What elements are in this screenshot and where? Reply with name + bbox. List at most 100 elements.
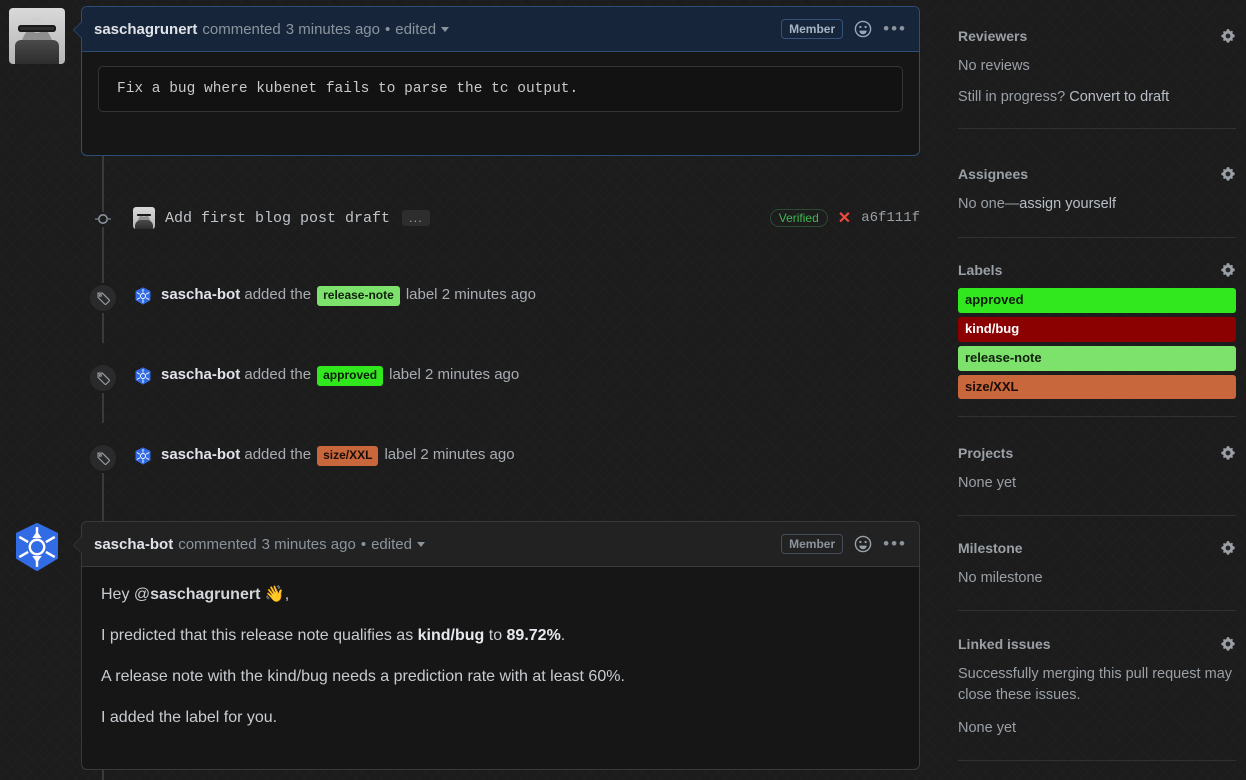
meta-separator: • — [384, 20, 391, 38]
chevron-down-icon[interactable] — [416, 541, 425, 547]
timeline-actor[interactable]: sascha-bot — [161, 286, 241, 304]
divider — [958, 760, 1236, 762]
timeline-verb: added the — [244, 446, 312, 464]
projects-title: Projects — [958, 445, 1014, 461]
release-note-code-block: Fix a bug where kubenet fails to parse t… — [98, 66, 903, 112]
smiley-reaction-icon[interactable] — [854, 20, 872, 38]
greeting-suffix: , — [284, 586, 290, 603]
timeline-time[interactable]: 2 minutes ago — [420, 446, 515, 464]
timeline-event-text: sascha-bot added the approved label 2 minu… — [161, 366, 519, 386]
timeline-actor[interactable]: sascha-bot — [161, 366, 241, 384]
gear-icon[interactable] — [1220, 445, 1236, 461]
label-chip[interactable]: kind/bug — [958, 316, 1236, 342]
avatar[interactable] — [9, 8, 65, 64]
assign-yourself-link[interactable]: assign yourself — [1019, 196, 1116, 212]
tag-icon — [88, 443, 118, 473]
comment-header: saschagrunert commented 3 minutes ago • … — [82, 7, 919, 52]
commit-row: Add first blog post draft ... Verified ✕… — [133, 207, 920, 229]
assignees-empty-state: No one—assign yourself — [958, 194, 1236, 215]
timeline-label-badge[interactable]: approved — [317, 366, 384, 386]
comment-author[interactable]: sascha-bot — [94, 535, 174, 553]
timeline-verb: added the — [244, 366, 312, 384]
timeline-time[interactable]: 2 minutes ago — [441, 286, 536, 304]
commit-message[interactable]: Add first blog post draft — [165, 209, 391, 227]
timeline-label-badge[interactable]: size/XXL — [317, 446, 379, 466]
kebab-menu-icon[interactable]: ••• — [883, 19, 907, 38]
timeline-actor[interactable]: sascha-bot — [161, 446, 241, 464]
label-chip[interactable]: release-note — [958, 345, 1236, 371]
sidebar-section-linked-issues: Linked issues Successfully merging this … — [958, 636, 1236, 762]
assignees-title: Assignees — [958, 166, 1029, 182]
timeline-rail — [102, 227, 104, 283]
comment-author[interactable]: saschagrunert — [94, 20, 198, 38]
comment-action: commented — [202, 20, 281, 38]
gear-icon[interactable] — [1220, 540, 1236, 556]
commit-expand-button[interactable]: ... — [402, 210, 430, 226]
sidebar-section-labels: Labels approved kind/bug release-note si… — [958, 262, 1236, 418]
timeline-label-badge[interactable]: release-note — [317, 286, 400, 306]
kubernetes-logo-avatar — [133, 446, 153, 466]
timeline-time[interactable]: 2 minutes ago — [425, 366, 520, 384]
prediction-label: kind/bug — [417, 627, 485, 644]
convert-to-draft-link[interactable]: Convert to draft — [1069, 89, 1170, 106]
gear-icon[interactable] — [1220, 166, 1236, 182]
convert-to-draft-row: Still in progress? Convert to draft — [958, 87, 1236, 108]
label-chip[interactable]: approved — [958, 288, 1236, 313]
prediction-suffix: . — [560, 627, 566, 644]
prediction-mid: to — [484, 627, 507, 644]
comment-edited-label[interactable]: edited — [395, 20, 437, 38]
reviewers-title: Reviewers — [958, 28, 1028, 44]
linked-issues-empty-state: None yet — [958, 720, 1017, 737]
timeline-main-column: saschagrunert commented 3 minutes ago • … — [9, 6, 920, 780]
comment-paragraph: Hey @saschagrunert 👋, — [101, 585, 900, 605]
commit-sha[interactable]: a6f111f — [861, 210, 920, 226]
wave-emoji: 👋 — [264, 586, 285, 603]
timeline-rail — [102, 770, 104, 780]
kubernetes-logo-avatar — [9, 519, 65, 575]
gear-icon[interactable] — [1220, 636, 1236, 652]
x-failure-icon[interactable]: ✕ — [837, 210, 852, 227]
gear-icon[interactable] — [1220, 28, 1236, 44]
meta-separator: • — [360, 535, 367, 553]
comment-card: saschagrunert commented 3 minutes ago • … — [73, 6, 920, 156]
sidebar-section-milestone: Milestone No milestone — [958, 540, 1236, 612]
chevron-down-icon[interactable] — [441, 26, 450, 32]
linked-issues-title: Linked issues — [958, 636, 1051, 652]
draft-prompt: Still in progress? — [958, 89, 1066, 106]
comment-timestamp[interactable]: 3 minutes ago — [261, 535, 356, 553]
gear-icon[interactable] — [1220, 262, 1236, 278]
timeline-verb: added the — [244, 286, 312, 304]
divider — [958, 237, 1236, 239]
projects-empty-state: None yet — [958, 475, 1017, 491]
divider — [958, 515, 1236, 517]
timeline-suffix: label — [389, 366, 421, 384]
prediction-percentage: 89.72% — [506, 627, 561, 644]
timeline-event: sascha-bot added the size/XXL label 2 minu… — [133, 446, 515, 466]
comment-action: commented — [178, 535, 257, 553]
sidebar-section-projects: Projects None yet — [958, 445, 1236, 517]
sidebar-section-reviewers: Reviewers No reviews Still in progress? … — [958, 28, 1236, 130]
comment-timestamp[interactable]: 3 minutes ago — [285, 20, 380, 38]
comment-body: Hey @saschagrunert 👋, I predicted that t… — [82, 567, 919, 746]
verified-badge: Verified — [769, 209, 828, 227]
comment-header: sascha-bot commented 3 minutes ago • edi… — [82, 522, 919, 567]
divider — [958, 416, 1236, 418]
timeline-event: sascha-bot added the release-note label 2 … — [133, 286, 536, 306]
kebab-menu-icon[interactable]: ••• — [883, 534, 907, 553]
timeline-event: sascha-bot added the approved label 2 minu… — [133, 366, 519, 386]
user-mention[interactable]: saschagrunert — [150, 586, 261, 603]
kubernetes-logo-avatar — [133, 286, 153, 306]
divider — [958, 128, 1236, 130]
smiley-reaction-icon[interactable] — [854, 535, 872, 553]
comment-paragraph: I predicted that this release note quali… — [101, 626, 900, 646]
label-chip[interactable]: size/XXL — [958, 374, 1236, 400]
comment-edited-label[interactable]: edited — [371, 535, 412, 553]
timeline-rail — [102, 313, 104, 343]
comment-paragraph: A release note with the kind/bug needs a… — [101, 668, 625, 685]
tag-icon — [88, 283, 118, 313]
assignees-prefix: No one— — [958, 196, 1020, 212]
avatar[interactable] — [9, 519, 65, 575]
role-badge: Member — [781, 19, 844, 39]
sidebar-section-assignees: Assignees No one—assign yourself — [958, 166, 1236, 239]
